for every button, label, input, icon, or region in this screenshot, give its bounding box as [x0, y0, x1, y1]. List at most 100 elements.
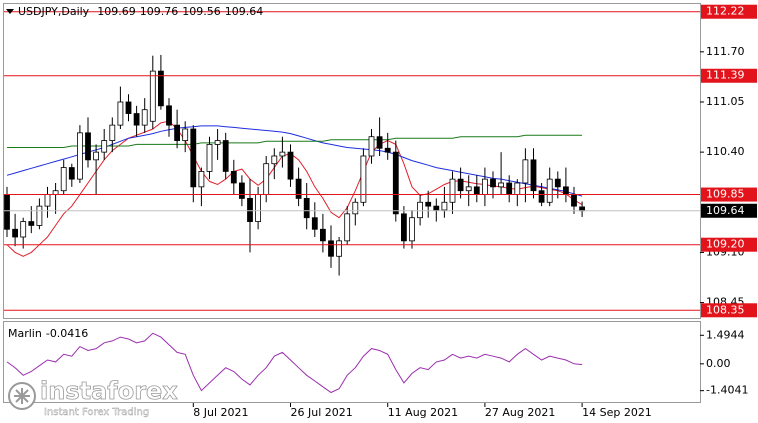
x-tick-label: 14 Sep 2021 [582, 406, 652, 419]
current-price-label: 109.64 [706, 204, 745, 217]
candle-body [449, 178, 456, 203]
candle-body [457, 178, 464, 192]
candle-body [157, 70, 164, 107]
candle-body [311, 217, 318, 230]
candle-body [441, 201, 448, 211]
candle-body [238, 182, 245, 199]
ohlc-high: 109.76 [140, 5, 179, 18]
x-tick-label: 26 Jul 2021 [291, 406, 353, 419]
candle-body [344, 213, 351, 242]
candle-body [425, 201, 432, 207]
x-tick-label: 11 Aug 2021 [388, 406, 458, 419]
indicator-panel-frame [3, 321, 701, 403]
candle-body [28, 221, 35, 226]
candle-body [506, 182, 513, 195]
candle-body [133, 113, 140, 126]
x-tick-label: 27 Aug 2021 [485, 406, 555, 419]
candle-body [319, 228, 326, 242]
candle-body [77, 132, 83, 180]
logo-tagline: Instant Forex Trading [44, 407, 149, 418]
candle-body [255, 194, 262, 222]
level-label-bg [701, 4, 757, 19]
chart-title: USDJPY,Daily [18, 5, 90, 18]
level-label-bg [701, 187, 757, 202]
candle-body [93, 151, 99, 161]
indicator-y-tick-label: 1.4944 [706, 328, 745, 341]
candle-body [271, 155, 278, 165]
candle-body [522, 159, 529, 184]
candle-body [514, 182, 521, 195]
candle-body [352, 201, 359, 215]
candle-body [20, 221, 27, 238]
candle-body [68, 167, 75, 180]
ohlc-low: 109.56 [182, 5, 221, 18]
candle-body [368, 136, 375, 157]
candle-body [360, 155, 367, 203]
indicator-y-tick-label: 0.00 [706, 357, 731, 370]
candle-body [433, 205, 440, 211]
candle-body [36, 205, 43, 226]
candle-body [247, 198, 253, 222]
candle-body [579, 206, 585, 212]
level-label: 109.20 [706, 238, 745, 251]
candle-body [125, 101, 132, 114]
logo-name: instaforex [40, 377, 178, 405]
candle-body [554, 178, 561, 188]
level-label-bg [701, 303, 757, 318]
candle-body [174, 124, 181, 141]
candle-body [336, 240, 343, 257]
candle-body [52, 190, 59, 195]
logo: instaforex Instant Forex Trading [8, 377, 179, 418]
candle-body [417, 201, 424, 219]
collapse-triangle [6, 9, 14, 14]
candle-body [295, 178, 302, 199]
candle-body [109, 124, 116, 141]
logo-icon-rays [14, 388, 30, 404]
candle-body [546, 178, 553, 203]
candle-body [85, 132, 91, 161]
candle-body [117, 101, 124, 126]
candle-body [392, 151, 399, 215]
candle-body [538, 190, 545, 203]
indicator-last-value: -0.0416 [46, 327, 88, 340]
indicator-y-tick-label: -1.4041 [706, 384, 748, 397]
candle-body [166, 105, 172, 126]
candle-body [279, 151, 286, 157]
candle-body [498, 182, 505, 188]
chart-header: USDJPY,Daily 109.69 109.76 109.56 109.64 [18, 5, 263, 18]
candle-body [563, 186, 569, 195]
candle-body [473, 186, 480, 195]
x-tick-label: 8 Jul 2021 [193, 406, 248, 419]
indicator-line [6, 332, 583, 394]
candle-body [287, 151, 294, 180]
level-label: 111.39 [706, 69, 745, 82]
candle-body [44, 194, 51, 207]
candle-body [571, 194, 577, 207]
level-label: 108.35 [706, 303, 745, 316]
candle-body [409, 217, 415, 242]
level-label-bg [701, 68, 757, 83]
candle-body [149, 70, 156, 122]
level-label: 109.85 [706, 188, 745, 201]
candle-body [465, 186, 472, 192]
level-label-bg [701, 237, 757, 252]
candle-body [263, 163, 270, 195]
candle-body [530, 159, 537, 192]
candle-body [230, 171, 237, 184]
y-tick-label: 111.05 [706, 95, 745, 108]
candle-body [222, 140, 229, 172]
candle-body [60, 167, 67, 192]
current-price-bg [701, 203, 757, 218]
candle-body [376, 136, 383, 149]
indicator-header: Marlin -0.0416 [8, 327, 88, 340]
candle-body [141, 109, 148, 126]
candle-body [214, 140, 221, 145]
candle-body [182, 128, 189, 141]
level-label: 112.22 [706, 5, 745, 18]
y-tick-label: 110.40 [706, 145, 745, 158]
candle-body [481, 178, 488, 195]
candle-body [400, 213, 407, 242]
candle-body [303, 198, 310, 219]
